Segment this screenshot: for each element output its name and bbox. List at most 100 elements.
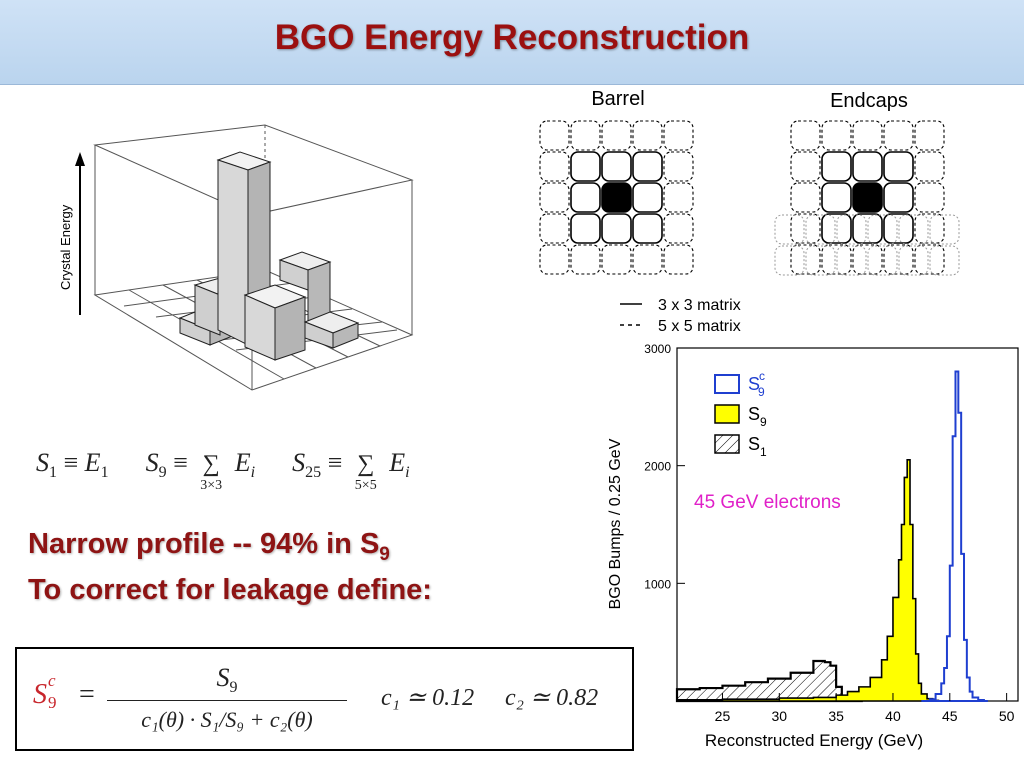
y-tick-label: 2000 — [644, 460, 671, 474]
matrix-crystal-5x5 — [790, 120, 821, 151]
endcap-offset-crystal — [805, 245, 836, 276]
energy-annotation: 45 GeV electrons — [694, 492, 841, 513]
matrix-crystal-5x5 — [914, 182, 945, 213]
matrix-crystal-3x3 — [601, 213, 632, 244]
definitions-formula: S1 ≡ E1 S9 ≡ ∑ 3×3 Ei S25 ≡ ∑ 5×5 Ei — [36, 448, 410, 493]
def-equiv-2: ≡ — [173, 448, 188, 477]
endcaps-label: Endcaps — [830, 90, 908, 112]
matrix-crystal-5x5 — [539, 120, 570, 151]
matrix-diagram: Barrel Endcaps 3 x 3 matrix 5 x 5 matrix — [539, 88, 960, 335]
matrix-crystal-5x5 — [790, 151, 821, 182]
matrix-crystal-5x5 — [601, 120, 632, 151]
endcap-offset-crystal — [805, 214, 836, 245]
matrix-crystal-5x5 — [663, 120, 694, 151]
matrix-crystal-5x5 — [914, 244, 945, 275]
formula-numerator: S9 — [216, 663, 238, 697]
def-sum-9: ∑ 3×3 — [200, 451, 223, 493]
endcaps-matrix — [774, 120, 960, 276]
endcap-offset-crystal — [898, 245, 929, 276]
matrix-crystal-3x3 — [852, 213, 883, 244]
def-equiv-1: ≡ — [63, 448, 79, 477]
legend-s1-label: S1 — [748, 434, 767, 459]
matrix-crystal-3x3 — [821, 151, 852, 182]
matrix-crystal-5x5 — [663, 182, 694, 213]
formula-denominator: c₁(θ) · S₁/S₉ + c₂(θ) — [141, 707, 313, 732]
matrix-crystal-5x5 — [539, 213, 570, 244]
matrix-crystal-5x5 — [790, 244, 821, 275]
def-ei-1: Ei — [234, 448, 256, 482]
x-tick-label: 30 — [772, 708, 788, 724]
matrix-crystal-5x5 — [570, 120, 601, 151]
y-tick-label: 3000 — [644, 342, 671, 356]
formula-c1: c₁ ≃ 0.12 — [381, 685, 475, 711]
leakage-text: To correct for leakage define: — [28, 574, 432, 606]
matrix-crystal-5x5 — [663, 151, 694, 182]
matrix-crystal-5x5 — [883, 120, 914, 151]
x-tick-label: 35 — [828, 708, 844, 724]
matrix-crystal-3x3 — [570, 151, 601, 182]
title-bar: BGO Energy Reconstruction — [0, 0, 1024, 85]
matrix-crystal-3x3 — [883, 182, 914, 213]
barrel-label: Barrel — [591, 88, 644, 110]
x-tick-label: 25 — [715, 708, 731, 724]
formula-c2: c₂ ≃ 0.82 — [505, 685, 599, 711]
def-s1: S1 — [36, 448, 57, 482]
matrix-crystal-3x3 — [883, 151, 914, 182]
matrix-crystal-5x5 — [821, 120, 852, 151]
matrix-crystal-5x5 — [539, 182, 570, 213]
matrix-crystal-5x5 — [570, 244, 601, 275]
formula-equals: = — [79, 679, 95, 710]
legend-s9-swatch — [714, 404, 740, 424]
endcap-offset-crystal — [774, 245, 805, 276]
matrix-crystal-5x5 — [632, 120, 663, 151]
matrix-crystal-5x5 — [821, 244, 852, 275]
matrix-crystal-3x3 — [821, 182, 852, 213]
y-axis-label: BGO Bumps / 0.25 GeV — [607, 438, 624, 609]
lego-plot: Crystal Energy — [58, 124, 414, 391]
endcap-offset-crystal — [929, 245, 960, 276]
slide-title: BGO Energy Reconstruction — [274, 18, 750, 57]
def-sum-25: ∑ 5×5 — [354, 451, 377, 493]
endcap-offset-crystal — [836, 245, 867, 276]
matrix-crystal-5x5 — [663, 213, 694, 244]
matrix-crystal-5x5 — [852, 244, 883, 275]
matrix-crystal-5x5 — [632, 244, 663, 275]
endcap-offset-crystal — [774, 214, 805, 245]
matrix-crystal-3x3 — [821, 213, 852, 244]
x-tick-label: 40 — [885, 708, 901, 724]
legend-s9c-label: Sc 9 — [748, 369, 765, 399]
matrix-crystal-5x5 — [790, 182, 821, 213]
barrel-matrix — [539, 120, 694, 275]
histogram-axes: 25 30 35 40 45 50 1000 2000 3000 — [644, 342, 1014, 724]
def-equiv-3: ≡ — [327, 448, 343, 477]
matrix-seed-crystal — [852, 182, 883, 213]
energy-histogram: 25 30 35 40 45 50 1000 2000 3000 Reconstructed E… — [607, 342, 1019, 750]
matrix-crystal-3x3 — [632, 213, 663, 244]
legend-s9-label: S9 — [748, 404, 767, 429]
matrix-crystal-3x3 — [632, 151, 663, 182]
matrix-crystal-5x5 — [601, 244, 632, 275]
endcap-offset-crystal — [836, 214, 867, 245]
matrix-seed-crystal — [601, 182, 632, 213]
matrix-crystal-3x3 — [852, 151, 883, 182]
histogram-legend: Sc 9 S9 S1 — [714, 369, 767, 459]
def-s9: S9 — [145, 448, 167, 482]
matrix-crystal-3x3 — [601, 151, 632, 182]
endcap-offset-crystal — [929, 214, 960, 245]
endcap-offset-crystal — [867, 245, 898, 276]
matrix-crystal-3x3 — [632, 182, 663, 213]
y-tick-label: 1000 — [644, 577, 671, 591]
matrix-crystal-3x3 — [570, 213, 601, 244]
matrix-crystal-5x5 — [539, 244, 570, 275]
matrix-crystal-3x3 — [570, 182, 601, 213]
matrix-crystal-5x5 — [790, 213, 821, 244]
x-axis-label: Reconstructed Energy (GeV) — [705, 731, 923, 750]
matrix-crystal-5x5 — [852, 120, 883, 151]
matrix-crystal-5x5 — [539, 151, 570, 182]
endcap-offset-crystal — [867, 214, 898, 245]
def-ei-2: Ei — [389, 448, 410, 482]
x-tick-label: 50 — [999, 708, 1015, 724]
